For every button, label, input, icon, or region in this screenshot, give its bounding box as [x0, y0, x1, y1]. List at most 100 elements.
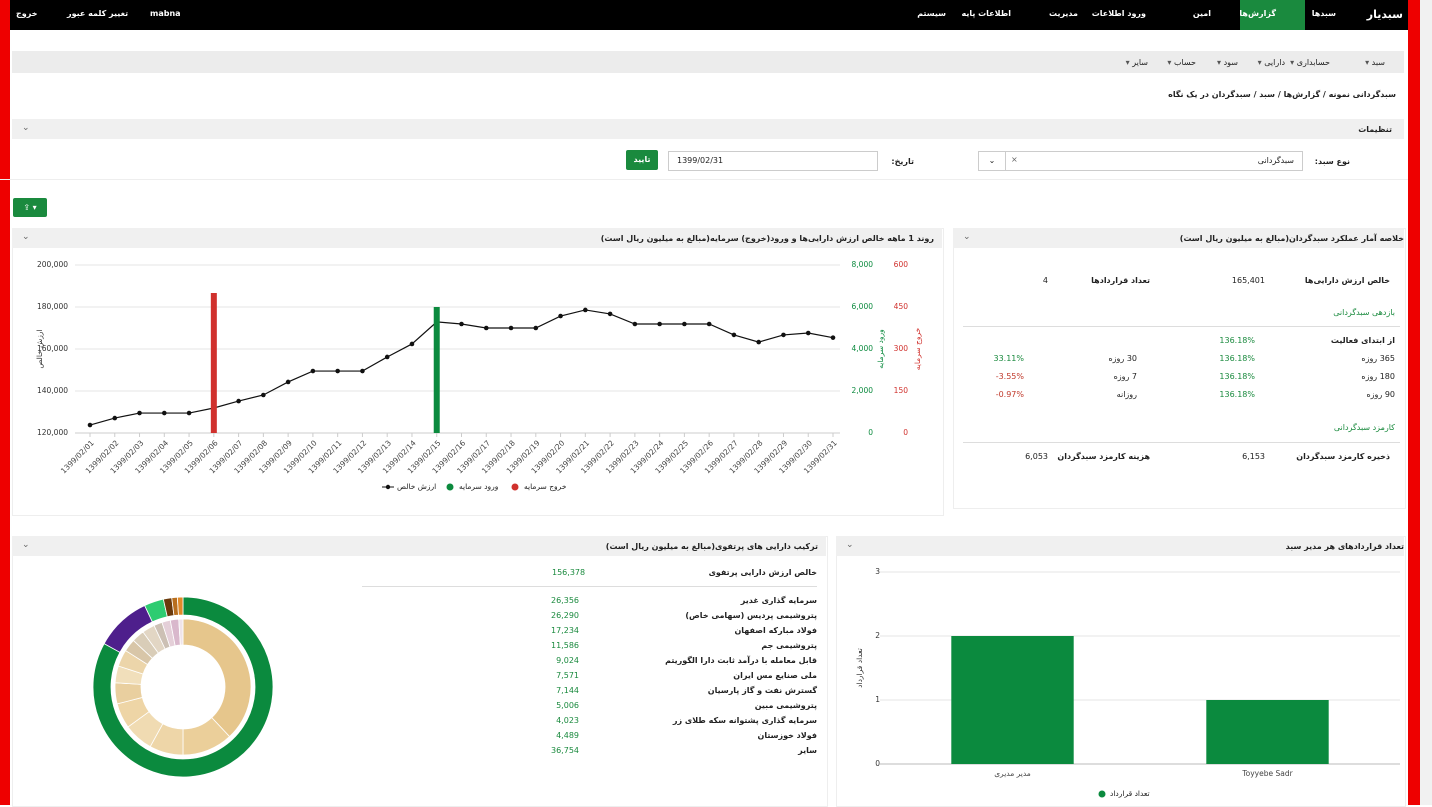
date-label: تاریخ:	[891, 157, 914, 166]
asset-name: ملی صنایع مس ایران	[733, 671, 817, 680]
asset-name: پتروشیمی پردیس (سهامی خاص)	[685, 611, 817, 620]
asset-value: 26,290	[551, 611, 579, 620]
summary-label: 90 روزه	[1366, 390, 1395, 399]
asset-name: پتروشیمی مبین	[754, 701, 817, 710]
nav-item[interactable]: ورود اطلاعات	[1091, 9, 1146, 18]
summary-title: خلاصه آمار عملکرد سبدگردان(مبالغ به میلی…	[1179, 234, 1404, 243]
submenu-item[interactable]: سبد	[1365, 58, 1385, 67]
asset-value: 4,023	[556, 716, 579, 725]
scrollbar[interactable]	[1420, 0, 1432, 805]
nav-item[interactable]: سیستم	[917, 9, 946, 18]
submenu-item[interactable]: سود	[1217, 58, 1238, 67]
date-input[interactable]: 1399/02/31	[668, 151, 878, 171]
breadcrumb-item[interactable]: سبد	[1259, 90, 1276, 99]
submit-label: تایید	[633, 155, 651, 164]
nav-item[interactable]: اطلاعات پایه	[961, 9, 1011, 18]
section-title: کارمزد سبدگردانی	[1333, 423, 1395, 432]
summary-label: از ابتدای فعالیت	[1330, 336, 1395, 345]
summary-label: تعداد قراردادها	[1091, 276, 1150, 285]
logout[interactable]: خروج	[16, 9, 38, 18]
summary-value: 136.18%	[1219, 372, 1255, 381]
breadcrumb-item[interactable]: گزارش‌ها	[1283, 90, 1321, 99]
asset-name: سایر	[798, 746, 817, 755]
summary-value: 6,053	[1025, 452, 1048, 461]
divider	[362, 586, 817, 587]
frame-right	[1408, 0, 1420, 805]
asset-name: سرمایه گذاری غدیر	[740, 596, 817, 605]
export-button[interactable]: ⇪ ▾	[13, 198, 47, 217]
summary-value: 136.18%	[1219, 336, 1255, 345]
managers-title: تعداد قراردادهای هر مدیر سبد	[1285, 542, 1404, 551]
type-select[interactable]: سبدگردانی ×	[1005, 151, 1303, 171]
summary-label: 7 روزه	[1113, 372, 1137, 381]
submenu-item[interactable]: سایر	[1126, 58, 1148, 67]
type-label: نوع سبد:	[1314, 157, 1350, 166]
breadcrumb: سبدگردانی نمونه / گزارش‌ها / سبد / سبدگر…	[1168, 90, 1396, 99]
nav-item[interactable]: مدیریت	[1048, 9, 1078, 18]
asset-name: قابل معامله با درآمد ثابت دارا الگوریتم	[665, 656, 817, 665]
nav-item[interactable]: سبدها	[1311, 9, 1336, 18]
user[interactable]: mabna	[150, 9, 181, 18]
portfolio-total-value: 156,378	[552, 568, 586, 577]
clear[interactable]: ×	[1011, 155, 1018, 164]
asset-value: 26,356	[551, 596, 579, 605]
summary-value: 4	[1042, 276, 1048, 285]
divider	[963, 442, 1400, 443]
trend-header[interactable]: روند 1 ماهه خالص ارزش دارایی‌ها و ورود(خ…	[12, 228, 942, 248]
type-value: سبدگردانی	[1257, 156, 1294, 165]
collapse[interactable]: ⌄	[963, 232, 971, 242]
asset-name: پتروشیمی جم	[761, 641, 817, 650]
summary-value: 6,153	[1242, 452, 1265, 461]
submenu: سبد حسابداری دارایی سود حساب سایر	[12, 51, 1404, 73]
managers-header[interactable]: تعداد قراردادهای هر مدیر سبد ⌄	[836, 536, 1404, 556]
submenu-item[interactable]: دارایی	[1258, 58, 1285, 67]
portfolio-title: ترکیب دارایی های پرتفوی(مبالغ به میلیون …	[605, 542, 818, 551]
submenu-item[interactable]: حساب	[1167, 58, 1196, 67]
asset-name: سرمایه گذاری پشتوانه سکه طلای زر	[672, 716, 817, 725]
collapse[interactable]: ⌄	[22, 123, 30, 133]
asset-name: گسترش نفت و گاز پارسیان	[707, 686, 817, 695]
nav-item[interactable]: گزارش‌ها	[1239, 9, 1276, 18]
nav-item[interactable]: امین	[1192, 9, 1211, 18]
summary-label: هزینه کارمزد سبدگردان	[1057, 452, 1150, 461]
summary-value: -0.97%	[995, 390, 1024, 399]
summary-label: 365 روزه	[1361, 354, 1395, 363]
brand[interactable]: سبدیار	[1366, 8, 1403, 21]
active-tab	[1240, 0, 1305, 30]
collapse[interactable]: ⌄	[22, 540, 30, 550]
settings-title: تنظیمات	[1358, 125, 1392, 134]
summary-header[interactable]: خلاصه آمار عملکرد سبدگردان(مبالغ به میلی…	[953, 228, 1404, 248]
asset-value: 7,144	[556, 686, 579, 695]
dropdown[interactable]: ⌄	[978, 151, 1006, 171]
portfolio-total-label: خالص ارزش دارایی پرتفوی	[708, 568, 817, 577]
breadcrumb-item[interactable]: سبدگردانی نمونه	[1328, 90, 1396, 99]
submenu-item[interactable]: حسابداری	[1290, 58, 1330, 67]
change-password[interactable]: تغییر کلمه عبور	[67, 9, 129, 18]
summary-label: ذخیره کارمزد سبدگردان	[1296, 452, 1390, 461]
collapse[interactable]: ⌄	[22, 232, 30, 242]
summary-value: 165,401	[1231, 276, 1265, 285]
summary-label: روزانه	[1116, 390, 1137, 399]
summary-value: 136.18%	[1219, 390, 1255, 399]
asset-value: 7,571	[556, 671, 579, 680]
collapse[interactable]: ⌄	[846, 540, 854, 550]
breadcrumb-item: سبدگردان در یک نگاه	[1168, 90, 1251, 99]
summary-value: 136.18%	[1219, 354, 1255, 363]
submit-button[interactable]: تایید	[626, 150, 658, 170]
trend-title: روند 1 ماهه خالص ارزش دارایی‌ها و ورود(خ…	[600, 234, 934, 243]
asset-name: فولاد مبارکه اصفهان	[734, 626, 817, 635]
asset-value: 4,489	[556, 731, 579, 740]
settings-header[interactable]: تنظیمات ⌄	[12, 119, 1404, 139]
date-value: 1399/02/31	[677, 156, 724, 165]
summary-label: 180 روزه	[1361, 372, 1395, 381]
navbar: سبدیار سبدها گزارش‌ها امین ورود اطلاعات …	[10, 0, 1408, 30]
asset-value: 9,024	[556, 656, 579, 665]
divider	[963, 326, 1400, 327]
asset-value: 11,586	[551, 641, 579, 650]
portfolio-header[interactable]: ترکیب دارایی های پرتفوی(مبالغ به میلیون …	[12, 536, 826, 556]
section-title: بازدهی سبدگردانی	[1333, 308, 1395, 317]
asset-value: 36,754	[551, 746, 579, 755]
frame-left	[0, 0, 10, 805]
summary-label: 30 روزه	[1108, 354, 1137, 363]
